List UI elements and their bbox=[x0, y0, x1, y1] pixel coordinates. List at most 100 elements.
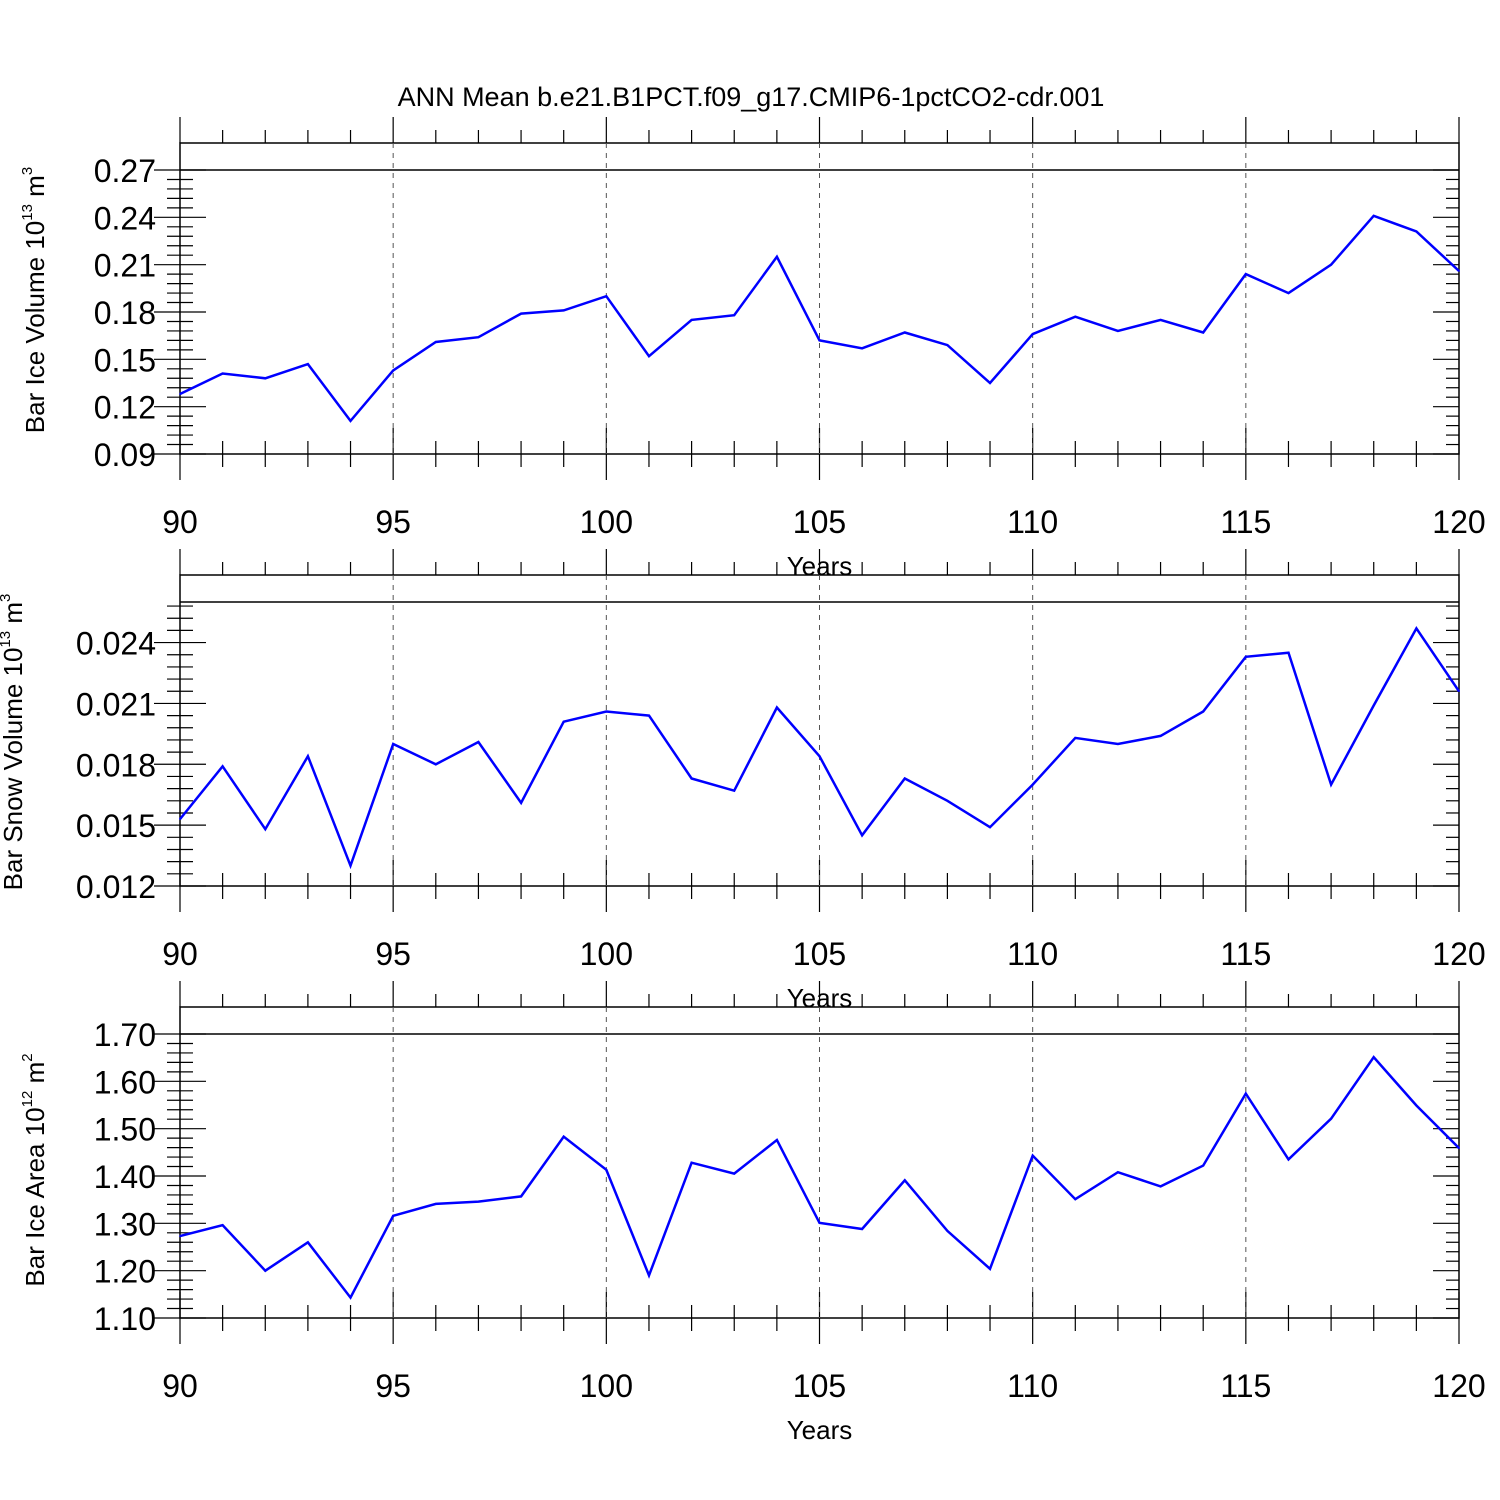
y-tick-label: 1.60 bbox=[94, 1064, 156, 1100]
data-point bbox=[1117, 1171, 1119, 1174]
data-point bbox=[1458, 270, 1460, 272]
data-point bbox=[264, 828, 267, 830]
y-tick-label: 1.70 bbox=[94, 1017, 156, 1053]
chart-panel-2: 90 95 100 105 110 115 120Years0.0120.0150.0180… bbox=[0, 549, 1486, 1013]
data-point bbox=[989, 826, 991, 828]
data-point bbox=[648, 355, 650, 357]
data-point bbox=[221, 1224, 224, 1227]
data-point bbox=[562, 1135, 565, 1138]
x-tick-label: 120 bbox=[1432, 504, 1485, 540]
data-point bbox=[1245, 273, 1247, 275]
y-tick-label: 0.024 bbox=[76, 626, 156, 662]
data-point bbox=[221, 372, 224, 375]
data-point bbox=[733, 314, 736, 316]
y-axis-title-unit: m bbox=[20, 175, 50, 204]
data-point bbox=[818, 339, 821, 342]
data-point bbox=[648, 1274, 650, 1277]
data-point bbox=[349, 420, 352, 422]
data-point bbox=[1372, 214, 1375, 217]
data-point bbox=[1330, 783, 1332, 786]
x-tick-label: 100 bbox=[580, 936, 633, 972]
data-point bbox=[605, 710, 608, 713]
data-point bbox=[1031, 333, 1034, 335]
data-point bbox=[1202, 1164, 1204, 1167]
x-tick-label: 95 bbox=[375, 504, 411, 540]
data-point bbox=[861, 1228, 863, 1230]
data-point bbox=[605, 295, 608, 298]
data-point bbox=[946, 1230, 949, 1232]
data-point bbox=[861, 834, 863, 837]
data-point bbox=[307, 755, 309, 757]
data-point bbox=[1074, 737, 1077, 739]
x-tick-label: 95 bbox=[375, 936, 411, 972]
y-tick-label: 1.50 bbox=[94, 1112, 156, 1148]
data-point bbox=[1074, 1198, 1077, 1200]
data-point bbox=[1202, 331, 1204, 334]
data-point bbox=[1245, 1092, 1247, 1095]
x-tick-label: 110 bbox=[1007, 504, 1058, 540]
data-point bbox=[1330, 263, 1332, 266]
y-tick-label: 0.27 bbox=[94, 153, 156, 189]
data-point bbox=[477, 336, 480, 339]
x-tick-label: 105 bbox=[793, 936, 846, 972]
data-point bbox=[179, 818, 181, 820]
data-point bbox=[1117, 743, 1119, 745]
data-point bbox=[818, 1222, 821, 1224]
x-tick-label: 115 bbox=[1220, 936, 1271, 972]
data-point bbox=[690, 1161, 693, 1164]
data-point bbox=[818, 755, 821, 757]
y-tick-label: 0.15 bbox=[94, 342, 156, 378]
data-point bbox=[392, 743, 394, 745]
y-tick-label: 0.015 bbox=[76, 808, 156, 844]
x-tick-label: 115 bbox=[1220, 1368, 1271, 1404]
data-point bbox=[903, 777, 906, 780]
data-point bbox=[1245, 655, 1247, 658]
x-tick-label: 95 bbox=[375, 1368, 411, 1404]
y-axis-title-exponent: 13 bbox=[19, 204, 36, 221]
data-point bbox=[179, 1235, 181, 1237]
x-tick-label: 90 bbox=[162, 504, 198, 540]
y-axis-title-unit: m bbox=[20, 1062, 50, 1091]
data-point bbox=[1202, 710, 1204, 713]
y-axis-title-exponent: 12 bbox=[19, 1091, 36, 1108]
data-point bbox=[1415, 230, 1418, 233]
y-tick-label: 0.21 bbox=[94, 248, 156, 284]
y-axis-title: Bar Ice Area 1012 m2 bbox=[19, 1053, 50, 1286]
data-point bbox=[946, 344, 949, 346]
data-point bbox=[690, 319, 693, 321]
data-point bbox=[733, 1172, 736, 1175]
data-point bbox=[307, 1241, 309, 1244]
y-tick-label: 1.20 bbox=[94, 1254, 156, 1290]
data-point bbox=[264, 377, 267, 380]
x-tick-label: 120 bbox=[1432, 1368, 1485, 1404]
y-axis-title: Bar Snow Volume 1013 m3 bbox=[0, 594, 28, 891]
y-tick-label: 0.18 bbox=[94, 295, 156, 331]
y-tick-label: 1.30 bbox=[94, 1206, 156, 1242]
data-point bbox=[1159, 319, 1162, 321]
data-point bbox=[435, 341, 437, 343]
data-point bbox=[776, 255, 778, 258]
data-point bbox=[1458, 1147, 1460, 1149]
data-point bbox=[1159, 735, 1162, 737]
data-point bbox=[349, 1296, 352, 1299]
data-point bbox=[1031, 783, 1034, 786]
y-axis-title-unit-exponent: 2 bbox=[19, 1053, 36, 1061]
data-point bbox=[648, 714, 650, 717]
data-point bbox=[776, 706, 778, 709]
x-tick-label: 105 bbox=[793, 1368, 846, 1404]
y-tick-label: 0.021 bbox=[76, 686, 156, 722]
data-point bbox=[1415, 627, 1418, 630]
data-point bbox=[903, 1179, 906, 1182]
panels: 90 95 100 105 110 115 120 Years 0.09 0.12 0.15 0.18… bbox=[0, 117, 1486, 1445]
data-point bbox=[520, 802, 522, 804]
data-point bbox=[1159, 1185, 1162, 1188]
data-point bbox=[1330, 1117, 1332, 1120]
y-tick-label: 0.018 bbox=[76, 747, 156, 783]
x-tick-label: 90 bbox=[162, 1368, 198, 1404]
data-point bbox=[520, 1195, 522, 1198]
data-point bbox=[1117, 330, 1119, 332]
data-point bbox=[179, 393, 181, 395]
y-tick-label: 1.10 bbox=[94, 1301, 156, 1337]
x-tick-label: 105 bbox=[793, 504, 846, 540]
data-point bbox=[349, 864, 352, 867]
